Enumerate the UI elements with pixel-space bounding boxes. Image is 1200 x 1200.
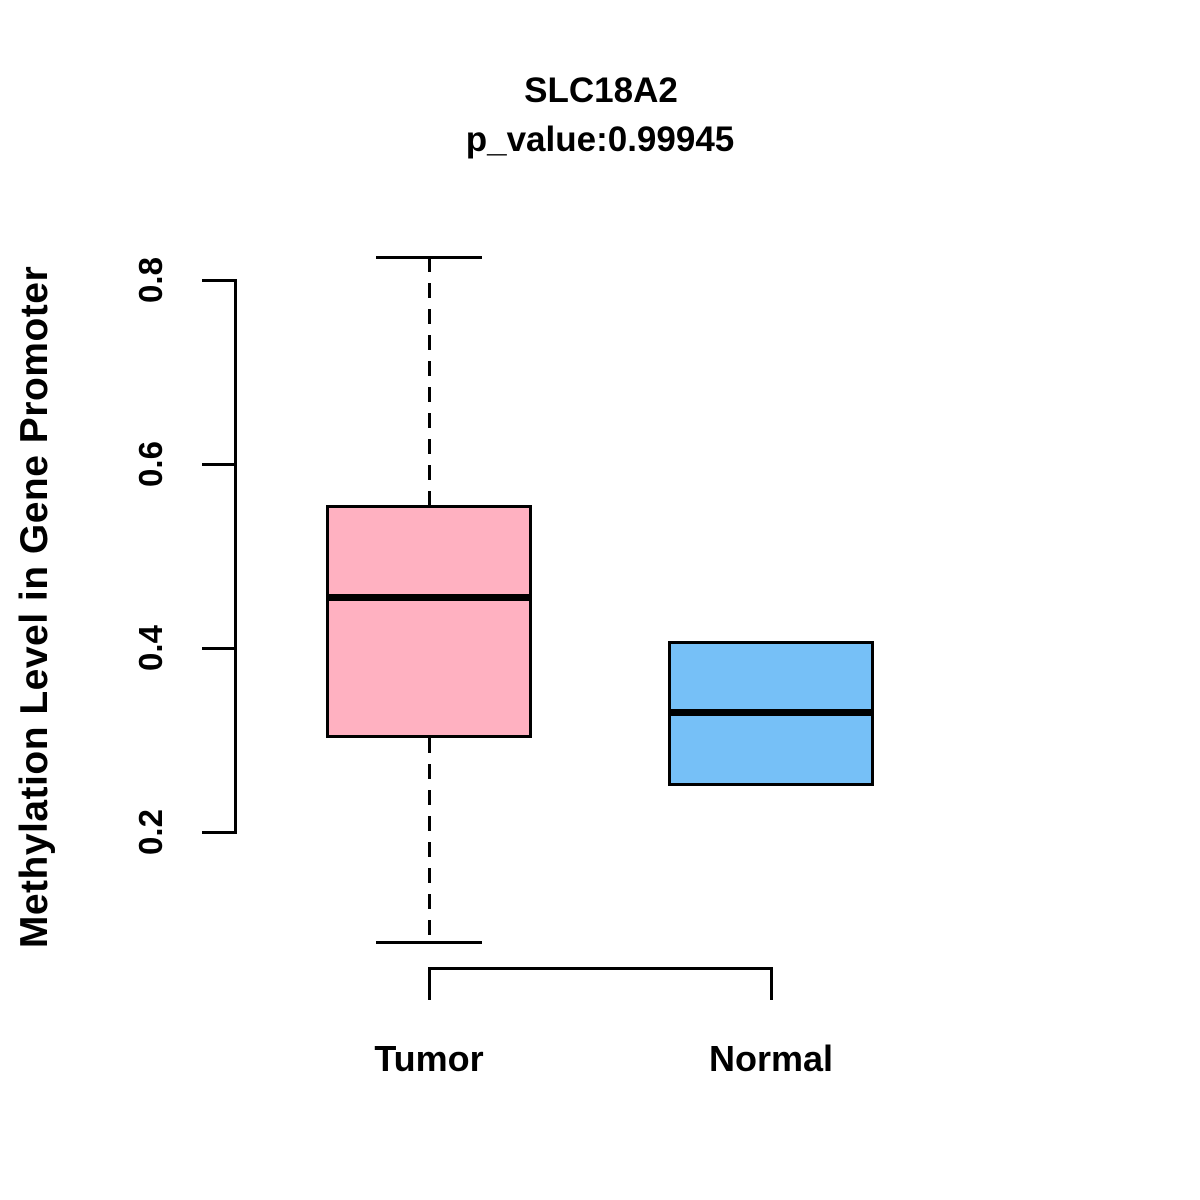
x-tick-mark [427, 968, 431, 1000]
y-axis-line [234, 278, 237, 834]
y-tick-mark [202, 830, 237, 834]
x-tick-mark [769, 968, 773, 1000]
y-axis-label: Methylation Level in Gene Promoter [13, 265, 56, 949]
median-line-tumor [326, 593, 532, 601]
upper-whisker-cap [376, 255, 482, 259]
y-tick-mark [202, 646, 237, 650]
upper-whisker-line [427, 257, 431, 506]
y-tick-label: 0.8 [132, 257, 169, 303]
x-label-tumor: Tumor [374, 1038, 484, 1079]
x-axis-line [427, 966, 773, 970]
lower-whisker-line [427, 738, 431, 943]
chart-title: SLC18A2 [524, 71, 678, 110]
y-tick-mark [202, 278, 237, 282]
box-tumor [326, 505, 532, 739]
y-tick-label: 0.4 [132, 625, 169, 671]
x-label-normal: Normal [708, 1038, 834, 1079]
lower-whisker-cap [376, 940, 482, 944]
y-tick-label: 0.6 [132, 441, 169, 487]
y-tick-label: 0.2 [132, 809, 169, 855]
y-tick-mark [202, 462, 237, 466]
median-line-normal [668, 708, 874, 716]
chart-subtitle-pvalue: p_value:0.99945 [465, 120, 735, 159]
